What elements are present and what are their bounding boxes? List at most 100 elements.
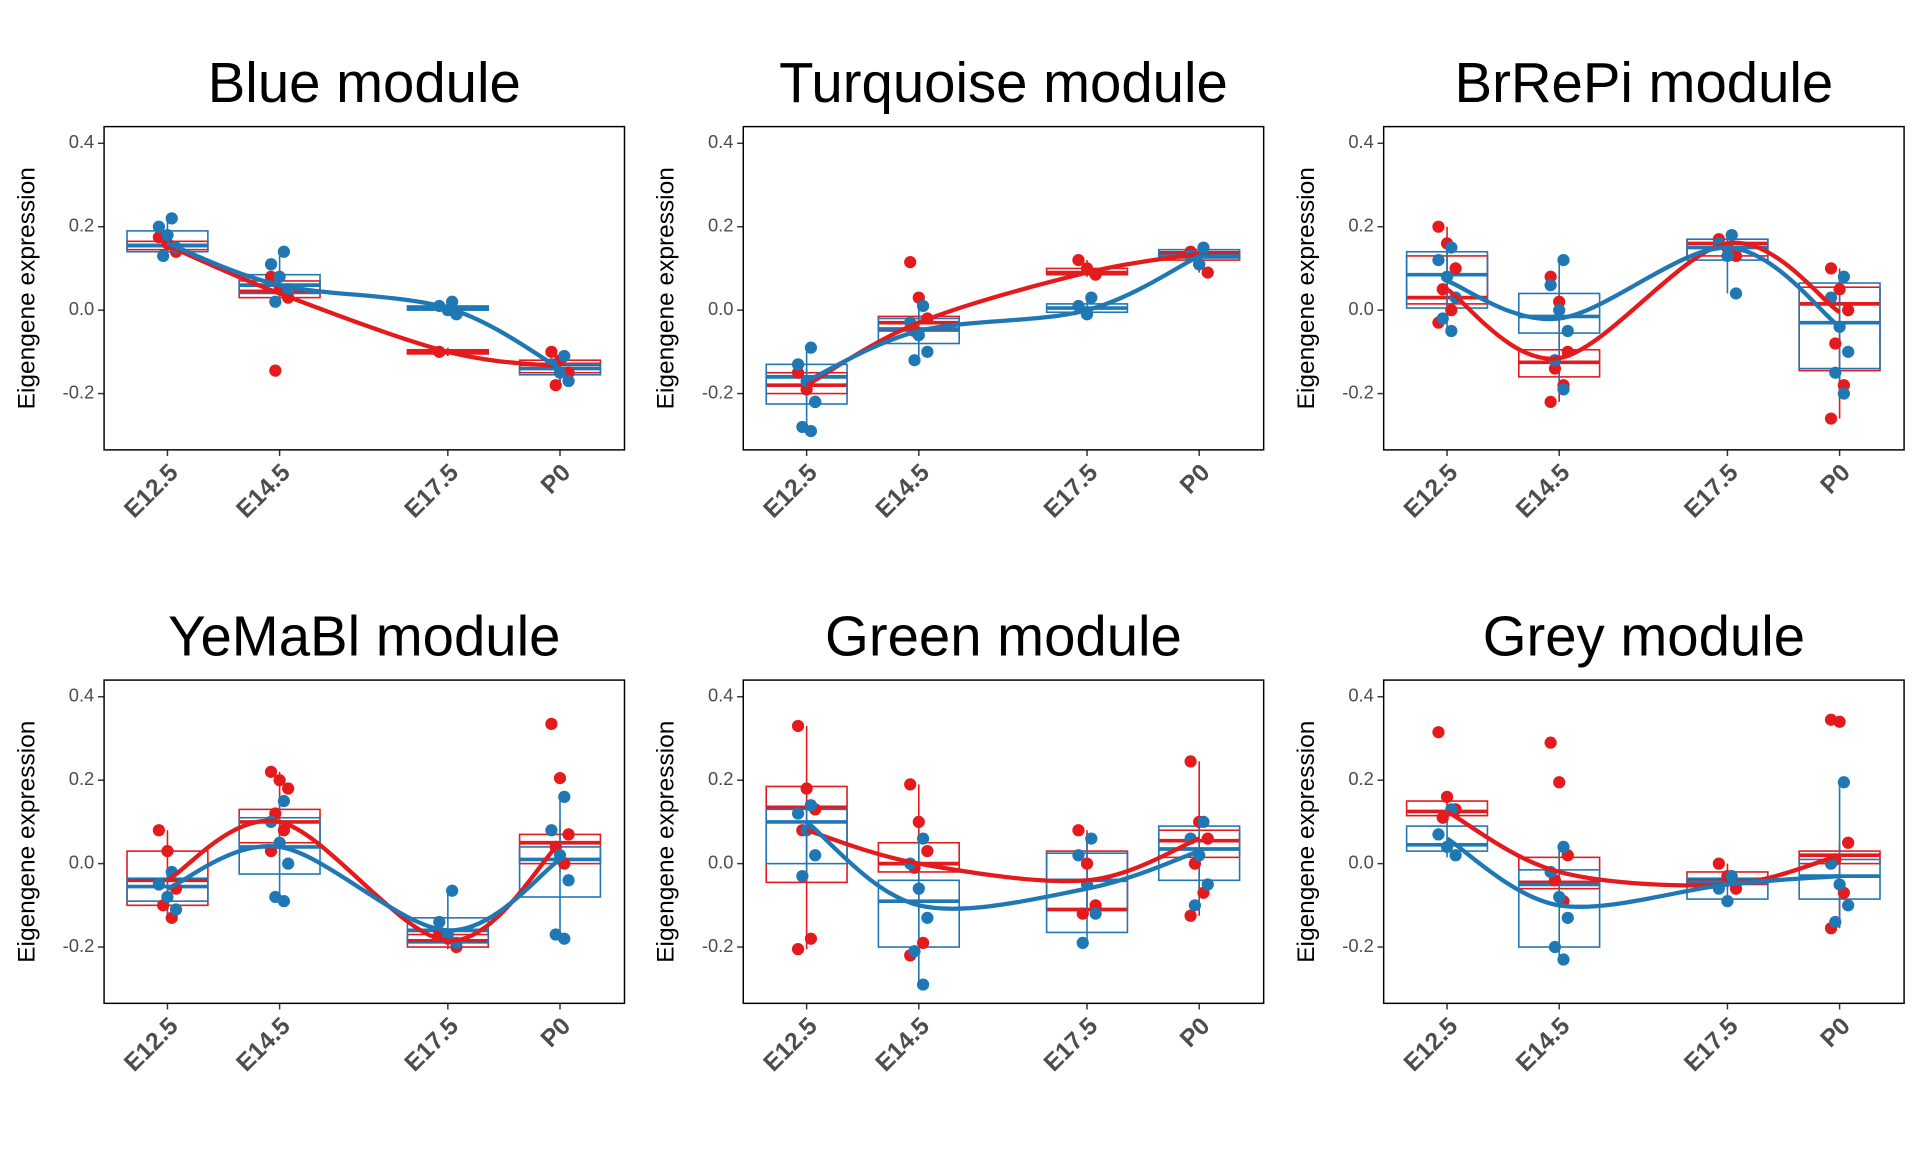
y-tick-label: 0.0: [708, 298, 734, 319]
point: [1201, 878, 1214, 891]
point: [916, 978, 930, 991]
point: [1188, 899, 1202, 912]
point: [282, 857, 295, 870]
y-tick-label: 0.2: [69, 768, 95, 789]
x-tick-label: E17.5: [400, 1013, 464, 1077]
panel-border: [103, 125, 626, 451]
smooth-line: [806, 828, 1200, 884]
point: [152, 878, 166, 891]
smooth-line: [166, 844, 562, 933]
point: [1445, 304, 1458, 317]
x-tick-label: E12.5: [119, 459, 183, 523]
point: [1842, 345, 1855, 358]
y-tick-label: 0.4: [69, 685, 95, 706]
box: [877, 317, 960, 345]
x-tick-label: E12.5: [1399, 459, 1463, 523]
point: [282, 782, 295, 795]
point: [1557, 253, 1570, 267]
point: [165, 212, 178, 225]
point: [1833, 715, 1846, 728]
point: [553, 366, 567, 379]
point: [1548, 940, 1562, 954]
point: [264, 258, 278, 271]
x-tick-label: E12.5: [1399, 1013, 1463, 1077]
point: [1440, 840, 1454, 854]
point: [1729, 287, 1743, 300]
point: [1432, 253, 1445, 267]
point: [1432, 220, 1445, 233]
point: [804, 341, 818, 354]
y-tick-label: 0.2: [708, 215, 734, 236]
point: [912, 815, 925, 829]
point: [1842, 899, 1855, 912]
point: [921, 911, 934, 924]
point: [800, 782, 813, 795]
y-tick-label: -0.2: [1342, 935, 1374, 956]
smooth-line: [166, 243, 561, 369]
point: [1197, 241, 1210, 254]
point: [1553, 776, 1566, 789]
panel-title: YeMaBl module: [168, 605, 560, 668]
point: [791, 807, 805, 820]
point: [558, 790, 571, 803]
point: [1561, 911, 1574, 924]
point: [269, 364, 282, 377]
point: [558, 349, 571, 363]
y-tick-label: 0.0: [69, 851, 95, 872]
point: [1721, 895, 1734, 908]
point: [1197, 815, 1210, 829]
point: [1842, 836, 1855, 849]
point: [791, 358, 805, 371]
y-tick-label: 0.2: [708, 768, 734, 789]
point: [1842, 304, 1855, 317]
point: [1080, 857, 1094, 870]
point: [161, 228, 174, 242]
point: [804, 932, 818, 945]
point: [1712, 857, 1725, 870]
x-tick-label: E17.5: [1679, 1013, 1743, 1077]
point: [908, 354, 921, 367]
x-tick-label: E12.5: [758, 1013, 822, 1077]
point: [562, 374, 575, 388]
point: [277, 824, 291, 837]
panel-border: [103, 679, 626, 1005]
point: [152, 220, 166, 233]
point: [1553, 304, 1566, 317]
point: [1432, 828, 1445, 841]
x-tick-label: P0: [1815, 459, 1855, 499]
x-tick-label: E12.5: [758, 459, 822, 523]
point: [1824, 412, 1838, 425]
point: [264, 765, 278, 778]
point: [908, 945, 921, 958]
point: [1837, 387, 1850, 400]
box: [1045, 852, 1129, 934]
point: [558, 932, 571, 945]
y-axis-label: Eigengene expression: [652, 721, 679, 963]
point: [1436, 283, 1449, 296]
point: [562, 828, 575, 841]
x-tick-label: E12.5: [119, 1013, 183, 1077]
point: [1432, 726, 1445, 739]
point: [1184, 755, 1197, 768]
point: [1072, 849, 1085, 862]
point: [1072, 824, 1085, 837]
point: [912, 882, 925, 895]
panel-title: BrRePi module: [1455, 51, 1834, 114]
y-tick-label: -0.2: [702, 935, 734, 956]
point: [1445, 324, 1458, 338]
y-tick-label: -0.2: [63, 381, 95, 402]
point: [157, 249, 170, 263]
point: [1829, 337, 1842, 350]
y-tick-label: -0.2: [702, 381, 734, 402]
point: [1557, 840, 1570, 854]
y-tick-label: 0.0: [1348, 298, 1374, 319]
point: [1557, 383, 1570, 396]
smooth-line: [166, 818, 562, 943]
y-axis-label: Eigengene expression: [1293, 721, 1320, 963]
y-tick-label: 0.4: [708, 685, 734, 706]
point: [1557, 953, 1570, 966]
point: [1729, 249, 1743, 263]
y-tick-label: 0.0: [708, 851, 734, 872]
point: [152, 824, 166, 837]
point: [904, 778, 917, 791]
